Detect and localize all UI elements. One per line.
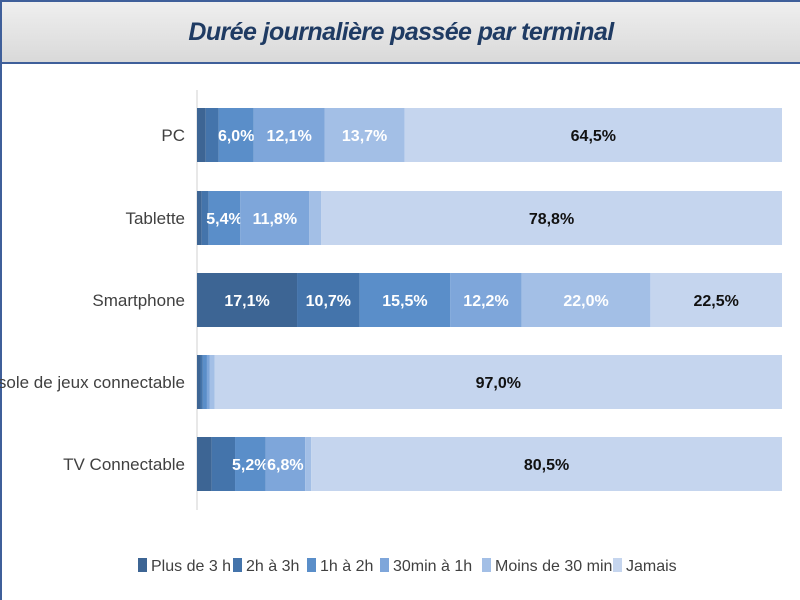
bar-segment [209,355,215,409]
bar-segment [218,108,254,162]
legend-label: Plus de 3 h [151,558,231,575]
data-label: 22,0% [563,293,608,310]
legend-label: Moins de 30 min [495,558,612,575]
bar-segment [208,191,241,245]
chart-title: Durée journalière passée par terminal [188,17,614,46]
bar-segment [197,191,202,245]
data-label: 6,0% [218,128,254,145]
legend-swatch [138,558,147,572]
bar-segment [205,108,219,162]
category-label: Console de jeux connectable [0,373,185,392]
bar-segment [650,273,782,327]
bar-segment [197,273,298,327]
data-label: 12,2% [463,293,508,310]
bar-segment [197,355,201,409]
bar-segment [197,108,206,162]
bar-segment [201,191,209,245]
category-label: TV Connectable [63,455,185,474]
data-label: 78,8% [529,211,574,228]
legend-label: Jamais [626,558,677,575]
legend-swatch [380,558,389,572]
bar-segment [265,437,306,491]
data-label: 97,0% [476,375,521,392]
legend-label: 30min à 1h [393,558,472,575]
bar-segment [202,355,207,409]
bar-segment [297,273,360,327]
bar-segment [235,437,266,491]
bar-segment [309,191,322,245]
category-label: Tablette [125,209,185,228]
data-label: 80,5% [524,457,569,474]
data-label: 12,1% [266,128,311,145]
bar-segment [450,273,522,327]
bar-segment [404,108,782,162]
bar-segment [359,273,451,327]
bar-segment [321,191,782,245]
data-label: 15,5% [382,293,427,310]
data-label: 22,5% [694,293,739,310]
legend-swatch [233,558,242,572]
bar-segment [521,273,651,327]
legend-swatch [613,558,622,572]
data-label: 5,4% [206,211,242,228]
data-label: 5,2% [232,457,268,474]
category-label: Smartphone [92,291,185,310]
data-label: 17,1% [224,293,269,310]
bar-segment [253,108,325,162]
legend-label: 1h à 2h [320,558,373,575]
data-label: 6,8% [267,457,303,474]
bar-segment [240,191,310,245]
bar-segment [200,355,203,409]
legend-label: 2h à 3h [246,558,299,575]
data-label: 10,7% [306,293,351,310]
bar-segment [305,437,312,491]
bar-segment [197,437,212,491]
data-label: 13,7% [342,128,387,145]
bar-segment [211,437,236,491]
bar-segment [206,355,210,409]
legend-swatch [307,558,316,572]
title-bar: Durée journalière passée par terminal [2,2,800,64]
legend-swatch [482,558,491,572]
bar-segment [324,108,405,162]
bar-segment [214,355,783,409]
bar-segment [311,437,782,491]
data-label: 64,5% [571,128,616,145]
category-label: PC [161,126,185,145]
data-label: 11,8% [253,211,297,228]
